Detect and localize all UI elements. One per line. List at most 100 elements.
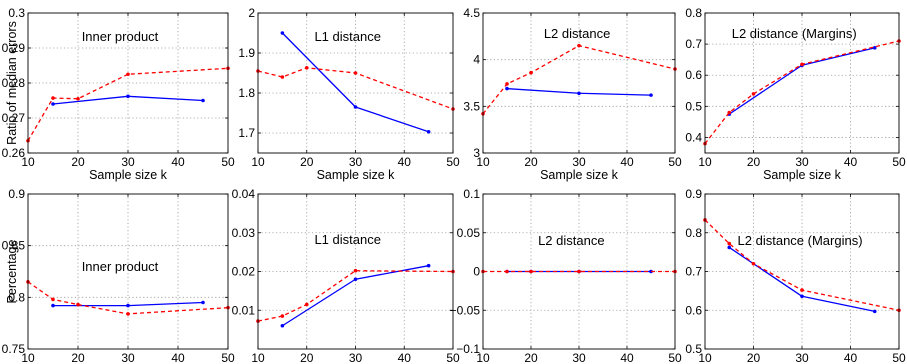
panel-3: 10 20 30 40 50 3 3.5 4 4.5 L2 distance Sample size… bbox=[463, 6, 682, 182]
panel-2-series-1-point-0 bbox=[280, 31, 285, 35]
panel-3-y-tick-label-0: 3 bbox=[473, 146, 480, 160]
panel-3-x-tick-label-0: 10 bbox=[476, 155, 490, 169]
panel-7-series-2-point-2 bbox=[529, 269, 533, 274]
panel-8-x-tick-label-1: 20 bbox=[747, 351, 761, 364]
panel-1-y-tick-label-2: 0.28 bbox=[2, 76, 26, 90]
panel-4-y-tick-label-2: 0.6 bbox=[685, 68, 702, 82]
panel-3-x-tick-label-2: 30 bbox=[572, 155, 586, 169]
panel-6-x-tick-label-0: 10 bbox=[251, 351, 265, 364]
panel-3-x-tick-label-4: 50 bbox=[668, 155, 682, 169]
panel-5-y-tick-label-1: 0.8 bbox=[8, 290, 25, 304]
panel-1-frame bbox=[27, 12, 229, 154]
panel-1-series-1-point-2 bbox=[201, 98, 205, 103]
panel-2-title: L1 distance bbox=[314, 29, 381, 44]
panel-1-x-tick-label-2: 30 bbox=[121, 155, 135, 169]
panel-7-series-2-point-1 bbox=[505, 269, 509, 274]
panel-4-series-2-point-2 bbox=[751, 92, 756, 96]
panel-5-x-tick-label-2: 30 bbox=[121, 351, 135, 364]
panel-4: 10 20 30 40 50 0.4 0.5 0.6 0.7 0.8 L2 distance (Ma… bbox=[685, 6, 906, 182]
panel-1-x-tick-label-0: 10 bbox=[21, 155, 35, 169]
panel-5-x-tick-label-0: 10 bbox=[21, 351, 35, 364]
panel-5-series-1-point-2 bbox=[201, 300, 205, 305]
panel-2-series-2-point-3 bbox=[353, 71, 358, 75]
panel-4-y-tick-label-0: 0.4 bbox=[685, 130, 702, 144]
panel-4-x-axis-label: Sample size k bbox=[763, 168, 842, 182]
panel-1-series-2-point-3 bbox=[126, 72, 130, 77]
panel-8: 10 20 30 40 50 0.5 0.6 0.7 0.8 0.9 L2 distance (Ma… bbox=[685, 187, 906, 364]
panel-1-x-tick-label-4: 50 bbox=[221, 155, 235, 169]
panel-1-y-tick-label-0: 0.26 bbox=[2, 146, 26, 160]
panel-4-series-2-point-1 bbox=[727, 110, 732, 115]
panel-5-y-tick-label-0: 0.75 bbox=[2, 342, 26, 356]
panel-1-y-tick-label-3: 0.29 bbox=[2, 41, 26, 55]
panel-5-title: Inner product bbox=[82, 259, 159, 274]
panel-4-series-2-point-3 bbox=[800, 62, 804, 67]
panel-1-y-axis-label: Ratio of median errors bbox=[5, 21, 19, 145]
panel-8-title: L2 distance (Margins) bbox=[738, 233, 863, 248]
panel-3-series-1-point-2 bbox=[649, 93, 653, 97]
panel-8-series-1-point-2 bbox=[872, 309, 877, 314]
panel-7-y-tick-label-0: −0.1 bbox=[456, 342, 480, 356]
panel-3-series-2-point-1 bbox=[505, 82, 509, 86]
panel-5-frame bbox=[27, 193, 229, 350]
panel-8-series-1-point-1 bbox=[800, 294, 804, 299]
panel-4-title: L2 distance (Margins) bbox=[732, 26, 857, 41]
panel-2-x-tick-label-3: 40 bbox=[398, 155, 412, 169]
panel-7-series-2-point-3 bbox=[577, 269, 581, 274]
panel-4-x-tick-label-3: 40 bbox=[844, 155, 858, 169]
panel-2-x-axis-label: Sample size k bbox=[317, 168, 396, 182]
panel-3-plot-area bbox=[483, 13, 675, 153]
panel-6-series-2-point-2 bbox=[304, 302, 309, 307]
panel-1-y-tick-label-4: 0.3 bbox=[8, 6, 25, 20]
panel-2: 10 20 30 40 50 1.7 1.8 1.9 2 L1 distance Sample si… bbox=[238, 6, 460, 182]
panel-2-y-tick-label-0: 1.7 bbox=[238, 126, 255, 140]
panel-4-series-1-point-2 bbox=[872, 46, 877, 50]
panel-6-title: L1 distance bbox=[314, 232, 381, 247]
panel-3-series-2-point-2 bbox=[529, 70, 533, 75]
panel-7-y-tick-label-2: 0 bbox=[473, 265, 480, 279]
panel-2-series-1-point-1 bbox=[353, 105, 358, 109]
panel-3-title: L2 distance bbox=[544, 26, 611, 41]
panel-7-y-tick-label-4: 0.1 bbox=[463, 187, 480, 201]
panel-6-x-tick-label-3: 40 bbox=[398, 351, 412, 364]
panel-1-x-tick-label-3: 40 bbox=[171, 155, 185, 169]
panel-1-title: Inner product bbox=[82, 29, 159, 44]
panel-6-series-2-point-3 bbox=[353, 268, 358, 273]
panel-8-x-tick-label-0: 10 bbox=[698, 351, 712, 364]
panel-4-y-tick-label-3: 0.7 bbox=[685, 37, 702, 51]
panel-7-x-tick-label-4: 50 bbox=[668, 351, 682, 364]
panel-4-x-tick-label-2: 30 bbox=[795, 155, 809, 169]
panel-4-x-tick-label-1: 20 bbox=[747, 155, 761, 169]
panel-1-series-2-point-1 bbox=[51, 96, 55, 100]
panel-6-series-1-point-0 bbox=[280, 323, 285, 328]
panel-4-frame bbox=[704, 12, 900, 154]
panel-8-y-tick-label-4: 0.9 bbox=[685, 187, 702, 201]
panel-5-y-tick-label-2: 0.85 bbox=[2, 239, 26, 253]
panel-6-series-1-point-1 bbox=[353, 277, 358, 282]
panel-7-x-tick-label-2: 30 bbox=[572, 351, 586, 364]
panel-6-x-tick-label-1: 20 bbox=[300, 351, 314, 364]
panel-2-y-tick-label-1: 1.8 bbox=[238, 86, 255, 100]
panel-5-series-2-point-3 bbox=[126, 312, 130, 316]
panel-7-x-tick-label-1: 20 bbox=[524, 351, 538, 364]
panel-8-series-2-point-2 bbox=[751, 261, 756, 266]
panel-2-x-tick-label-1: 20 bbox=[300, 155, 314, 169]
panel-8-series-1-point-0 bbox=[727, 245, 732, 250]
panel-3-series-1-point-0 bbox=[505, 86, 509, 91]
panel-5-series-1-point-1 bbox=[126, 303, 130, 308]
panel-3-frame bbox=[482, 12, 676, 154]
panel-2-frame bbox=[257, 12, 454, 154]
panel-1-series-2-line bbox=[27, 67, 229, 142]
panel-3-y-tick-label-2: 4 bbox=[473, 53, 480, 67]
panel-8-y-tick-label-1: 0.6 bbox=[685, 303, 702, 317]
panel-8-x-tick-label-3: 40 bbox=[844, 351, 858, 364]
panel-5-x-tick-label-1: 20 bbox=[71, 351, 85, 364]
panel-7-x-tick-label-3: 40 bbox=[620, 351, 634, 364]
panel-2-x-tick-label-4: 50 bbox=[446, 155, 460, 169]
panel-8-frame bbox=[704, 193, 900, 350]
panel-7-title: L2 distance bbox=[538, 233, 605, 248]
panel-7-x-tick-label-0: 10 bbox=[476, 351, 490, 364]
